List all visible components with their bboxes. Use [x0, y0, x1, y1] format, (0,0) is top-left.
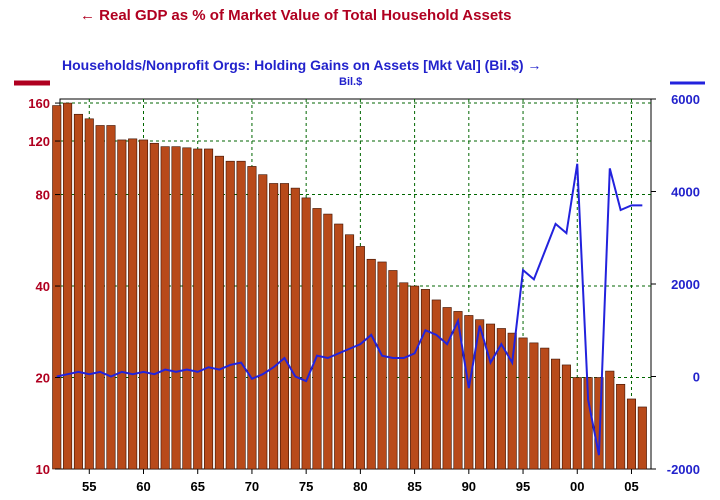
bar	[377, 261, 387, 470]
bar	[84, 118, 94, 470]
bar	[73, 113, 83, 470]
right-unit-label: Bil.$	[339, 76, 362, 88]
x-tick-label: 60	[136, 479, 150, 494]
left-tick-label: 80	[36, 188, 50, 203]
bar	[182, 147, 192, 470]
bar	[160, 146, 170, 470]
bar	[551, 358, 561, 470]
x-tick-label: 95	[516, 479, 530, 494]
bar	[63, 102, 73, 470]
bar	[453, 311, 463, 470]
right-series-title: Households/Nonprofit Orgs: Holding Gains…	[62, 57, 541, 73]
holding-gains-line	[56, 163, 643, 456]
x-axis: 55 60 65 70 75 80 85 90 95 00 05	[82, 469, 639, 494]
left-tick-label: 10	[36, 462, 50, 477]
bar	[214, 155, 224, 470]
bar	[529, 342, 539, 470]
bar	[507, 332, 517, 470]
x-tick-label: 75	[299, 479, 313, 494]
bar	[355, 246, 365, 470]
right-tick-label: -2000	[667, 462, 700, 477]
left-tick-label: 160	[28, 96, 50, 111]
bar	[485, 323, 496, 470]
right-tick-label: 6000	[671, 92, 700, 107]
bar	[572, 377, 582, 470]
bar	[52, 105, 62, 470]
bar	[312, 208, 322, 470]
bar	[95, 125, 105, 470]
x-tick-label: 00	[570, 479, 584, 494]
bar	[626, 398, 637, 470]
bar	[269, 183, 279, 470]
x-tick-label: 70	[245, 479, 259, 494]
bar	[290, 187, 300, 470]
bar	[345, 234, 355, 470]
bar	[388, 270, 398, 470]
bar	[475, 319, 485, 470]
bar	[496, 328, 506, 470]
bar	[128, 138, 138, 470]
bar	[334, 223, 344, 470]
right-tick-label: 0	[693, 370, 700, 385]
left-tick-label: 40	[36, 279, 50, 294]
bar	[106, 125, 116, 470]
bar	[594, 377, 604, 470]
bar	[561, 364, 571, 470]
bar	[323, 213, 333, 470]
bar	[258, 174, 268, 470]
bar	[193, 148, 203, 470]
left-axis: 10 20 40 80 120 160	[28, 96, 60, 477]
right-tick-label: 4000	[671, 185, 700, 200]
bar	[247, 166, 257, 470]
x-tick-label: 80	[353, 479, 367, 494]
bar	[518, 337, 528, 470]
x-tick-label: 90	[462, 479, 476, 494]
bar	[149, 142, 159, 470]
bar	[410, 285, 420, 470]
bar-series	[52, 102, 647, 470]
bar	[366, 258, 376, 470]
x-tick-label: 85	[407, 479, 421, 494]
x-tick-label: 55	[82, 479, 96, 494]
bar	[399, 282, 409, 470]
bar	[301, 197, 311, 470]
bar	[605, 370, 615, 470]
bar	[279, 183, 290, 470]
bar	[225, 160, 235, 470]
left-series-title: ← Real GDP as % of Market Value of Total…	[80, 7, 512, 24]
left-tick-label: 20	[36, 371, 50, 386]
bar	[464, 315, 474, 470]
bar	[171, 146, 181, 470]
bar	[138, 139, 149, 470]
right-axis: -2000 0 2000 4000 6000	[651, 92, 700, 477]
bar	[442, 307, 452, 470]
x-tick-label: 05	[624, 479, 638, 494]
bar	[204, 148, 214, 470]
bar	[117, 139, 127, 470]
bar	[420, 289, 430, 470]
right-tick-label: 2000	[671, 277, 700, 292]
left-tick-label: 120	[28, 134, 50, 149]
bar	[540, 347, 550, 470]
bar	[637, 406, 647, 470]
bar	[236, 160, 246, 470]
bar	[616, 383, 626, 470]
bar	[431, 299, 441, 470]
x-tick-label: 65	[190, 479, 204, 494]
